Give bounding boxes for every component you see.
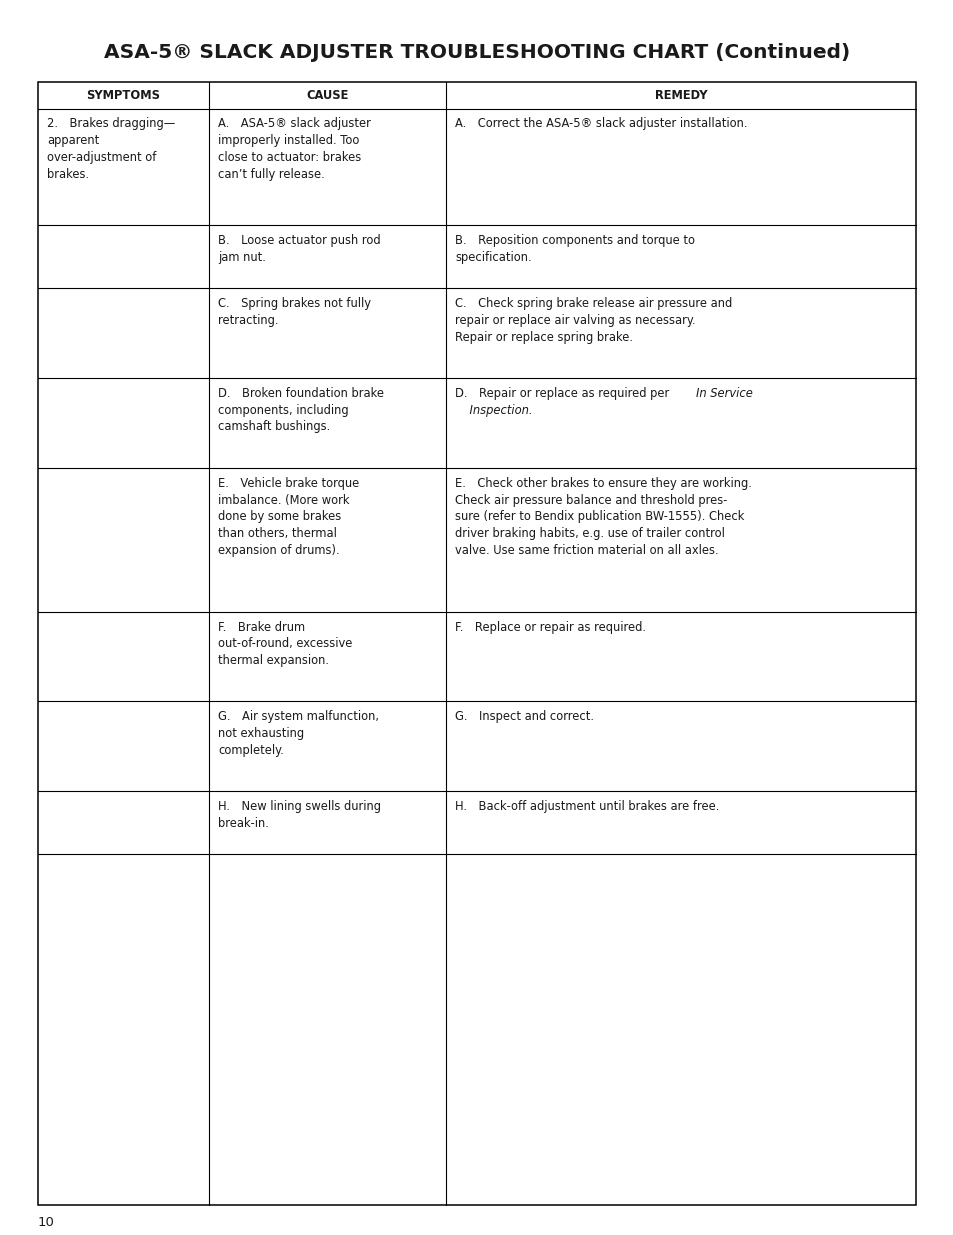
Text: camshaft bushings.: camshaft bushings. xyxy=(218,420,330,433)
Text: driver braking habits, e.g. use of trailer control: driver braking habits, e.g. use of trail… xyxy=(455,527,724,540)
Text: SYMPTOMS: SYMPTOMS xyxy=(87,89,160,101)
Text: valve. Use same friction material on all axles.: valve. Use same friction material on all… xyxy=(455,543,719,557)
Text: Inspection.: Inspection. xyxy=(455,404,532,416)
Text: F. Replace or repair as required.: F. Replace or repair as required. xyxy=(455,620,645,634)
Text: jam nut.: jam nut. xyxy=(218,251,266,264)
Text: H. New lining swells during: H. New lining swells during xyxy=(218,800,381,813)
Text: B. Reposition components and torque to: B. Reposition components and torque to xyxy=(455,235,695,247)
Text: thermal expansion.: thermal expansion. xyxy=(218,655,329,667)
Text: brakes.: brakes. xyxy=(47,168,89,180)
Text: E. Vehicle brake torque: E. Vehicle brake torque xyxy=(218,477,359,490)
Text: A. ASA-5® slack adjuster: A. ASA-5® slack adjuster xyxy=(218,117,371,131)
Text: over-adjustment of: over-adjustment of xyxy=(47,151,156,164)
Text: completely.: completely. xyxy=(218,743,284,757)
Text: A. Correct the ASA-5® slack adjuster installation.: A. Correct the ASA-5® slack adjuster ins… xyxy=(455,117,747,131)
Text: Repair or replace spring brake.: Repair or replace spring brake. xyxy=(455,331,633,343)
Text: E. Check other brakes to ensure they are working.: E. Check other brakes to ensure they are… xyxy=(455,477,751,490)
Text: than others, thermal: than others, thermal xyxy=(218,527,336,540)
Text: F. Brake drum: F. Brake drum xyxy=(218,620,305,634)
Text: 2. Brakes dragging—: 2. Brakes dragging— xyxy=(47,117,175,131)
Text: D. Repair or replace as required per: D. Repair or replace as required per xyxy=(455,387,673,400)
Text: D. Broken foundation brake: D. Broken foundation brake xyxy=(218,387,384,400)
Text: B. Loose actuator push rod: B. Loose actuator push rod xyxy=(218,235,380,247)
Text: close to actuator: brakes: close to actuator: brakes xyxy=(218,151,361,164)
Text: ASA-5® SLACK ADJUSTER TROUBLESHOOTING CHART (Continued): ASA-5® SLACK ADJUSTER TROUBLESHOOTING CH… xyxy=(104,42,849,62)
Text: G. Inspect and correct.: G. Inspect and correct. xyxy=(455,710,594,724)
Text: imbalance. (More work: imbalance. (More work xyxy=(218,494,350,506)
Text: specification.: specification. xyxy=(455,251,532,264)
Text: C. Check spring brake release air pressure and: C. Check spring brake release air pressu… xyxy=(455,298,732,310)
Text: CAUSE: CAUSE xyxy=(306,89,349,101)
Text: improperly installed. Too: improperly installed. Too xyxy=(218,135,359,147)
Text: break-in.: break-in. xyxy=(218,816,269,830)
Text: done by some brakes: done by some brakes xyxy=(218,510,341,524)
Text: repair or replace air valving as necessary.: repair or replace air valving as necessa… xyxy=(455,314,695,327)
Text: C. Spring brakes not fully: C. Spring brakes not fully xyxy=(218,298,371,310)
Text: expansion of drums).: expansion of drums). xyxy=(218,543,339,557)
Text: H. Back-off adjustment until brakes are free.: H. Back-off adjustment until brakes are … xyxy=(455,800,719,813)
Text: Check air pressure balance and threshold pres-: Check air pressure balance and threshold… xyxy=(455,494,727,506)
Text: not exhausting: not exhausting xyxy=(218,727,304,740)
Text: retracting.: retracting. xyxy=(218,314,278,327)
Text: can’t fully release.: can’t fully release. xyxy=(218,168,325,180)
Text: sure (refer to Bendix publication BW-1555). Check: sure (refer to Bendix publication BW-155… xyxy=(455,510,744,524)
Text: components, including: components, including xyxy=(218,404,349,416)
Text: out-of-round, excessive: out-of-round, excessive xyxy=(218,637,353,651)
Text: apparent: apparent xyxy=(47,135,99,147)
Text: 10: 10 xyxy=(38,1215,55,1229)
Text: REMEDY: REMEDY xyxy=(654,89,706,101)
Text: In Service: In Service xyxy=(696,387,752,400)
Text: G. Air system malfunction,: G. Air system malfunction, xyxy=(218,710,378,724)
